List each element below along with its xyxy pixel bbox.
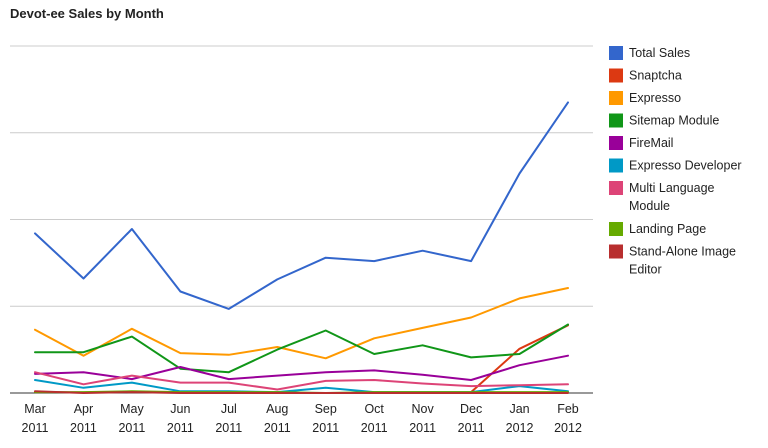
legend-swatch bbox=[609, 91, 623, 105]
x-tick-label: Aug 2011 bbox=[264, 402, 291, 435]
legend-item: Sitemap Module bbox=[609, 113, 719, 128]
legend-label: Total Sales bbox=[629, 46, 690, 60]
legend-label: Expresso Developer bbox=[629, 159, 742, 173]
legend-label: Stand-Alone Image Editor bbox=[629, 245, 736, 277]
legend-label: Expresso bbox=[629, 91, 681, 105]
legend-swatch bbox=[609, 158, 623, 173]
series-lines bbox=[34, 101, 569, 394]
legend-item: Expresso bbox=[609, 91, 681, 105]
legend-item: Multi Language Module bbox=[609, 181, 715, 213]
legend-item: Stand-Alone Image Editor bbox=[609, 244, 736, 277]
x-tick-label: Oct 2011 bbox=[361, 402, 388, 435]
x-tick-label: Jun 2011 bbox=[167, 402, 194, 435]
x-tick-label: Dec 2011 bbox=[458, 402, 485, 435]
legend: Total Sales Snaptcha Expresso Sitemap Modul… bbox=[609, 46, 742, 277]
legend-item: Snaptcha bbox=[609, 68, 682, 83]
legend-label: Multi Language Module bbox=[629, 181, 715, 213]
x-tick-label: Nov 2011 bbox=[409, 402, 436, 435]
legend-label: Landing Page bbox=[629, 222, 706, 236]
legend-item: Total Sales bbox=[609, 46, 690, 60]
legend-swatch bbox=[609, 244, 623, 259]
legend-item: Expresso Developer bbox=[609, 158, 742, 173]
legend-swatch bbox=[609, 222, 623, 236]
series-line-2 bbox=[470, 324, 569, 394]
series-line-1 bbox=[34, 101, 569, 310]
legend-item: FireMail bbox=[609, 136, 673, 150]
legend-swatch bbox=[609, 113, 623, 128]
x-axis: Mar 2011 Apr 2011 May 2011 Jun 2011 Jul 2011 Aug 20… bbox=[22, 402, 582, 435]
series-line-3 bbox=[34, 287, 569, 360]
x-tick-label: Sep 2011 bbox=[312, 402, 339, 435]
series-line-7 bbox=[34, 371, 569, 391]
legend-swatch bbox=[609, 136, 623, 150]
series-line-4 bbox=[34, 323, 569, 374]
x-tick-label: Mar 2011 bbox=[22, 402, 49, 435]
x-tick-label: Feb 2012 bbox=[554, 402, 582, 435]
series-line-9 bbox=[34, 390, 569, 394]
x-tick-label: Jan 2012 bbox=[506, 402, 534, 435]
x-tick-label: May 2011 bbox=[118, 402, 145, 435]
x-tick-label: Jul 2011 bbox=[215, 402, 242, 435]
legend-item: Landing Page bbox=[609, 222, 706, 236]
legend-swatch bbox=[609, 68, 623, 83]
legend-swatch bbox=[609, 181, 623, 195]
chart-title: Devot-ee Sales by Month bbox=[10, 6, 164, 21]
legend-swatch bbox=[609, 46, 623, 60]
legend-label: Snaptcha bbox=[629, 69, 682, 83]
x-tick-label: Apr 2011 bbox=[70, 402, 97, 435]
legend-label: Sitemap Module bbox=[629, 114, 719, 128]
legend-label: FireMail bbox=[629, 136, 673, 150]
